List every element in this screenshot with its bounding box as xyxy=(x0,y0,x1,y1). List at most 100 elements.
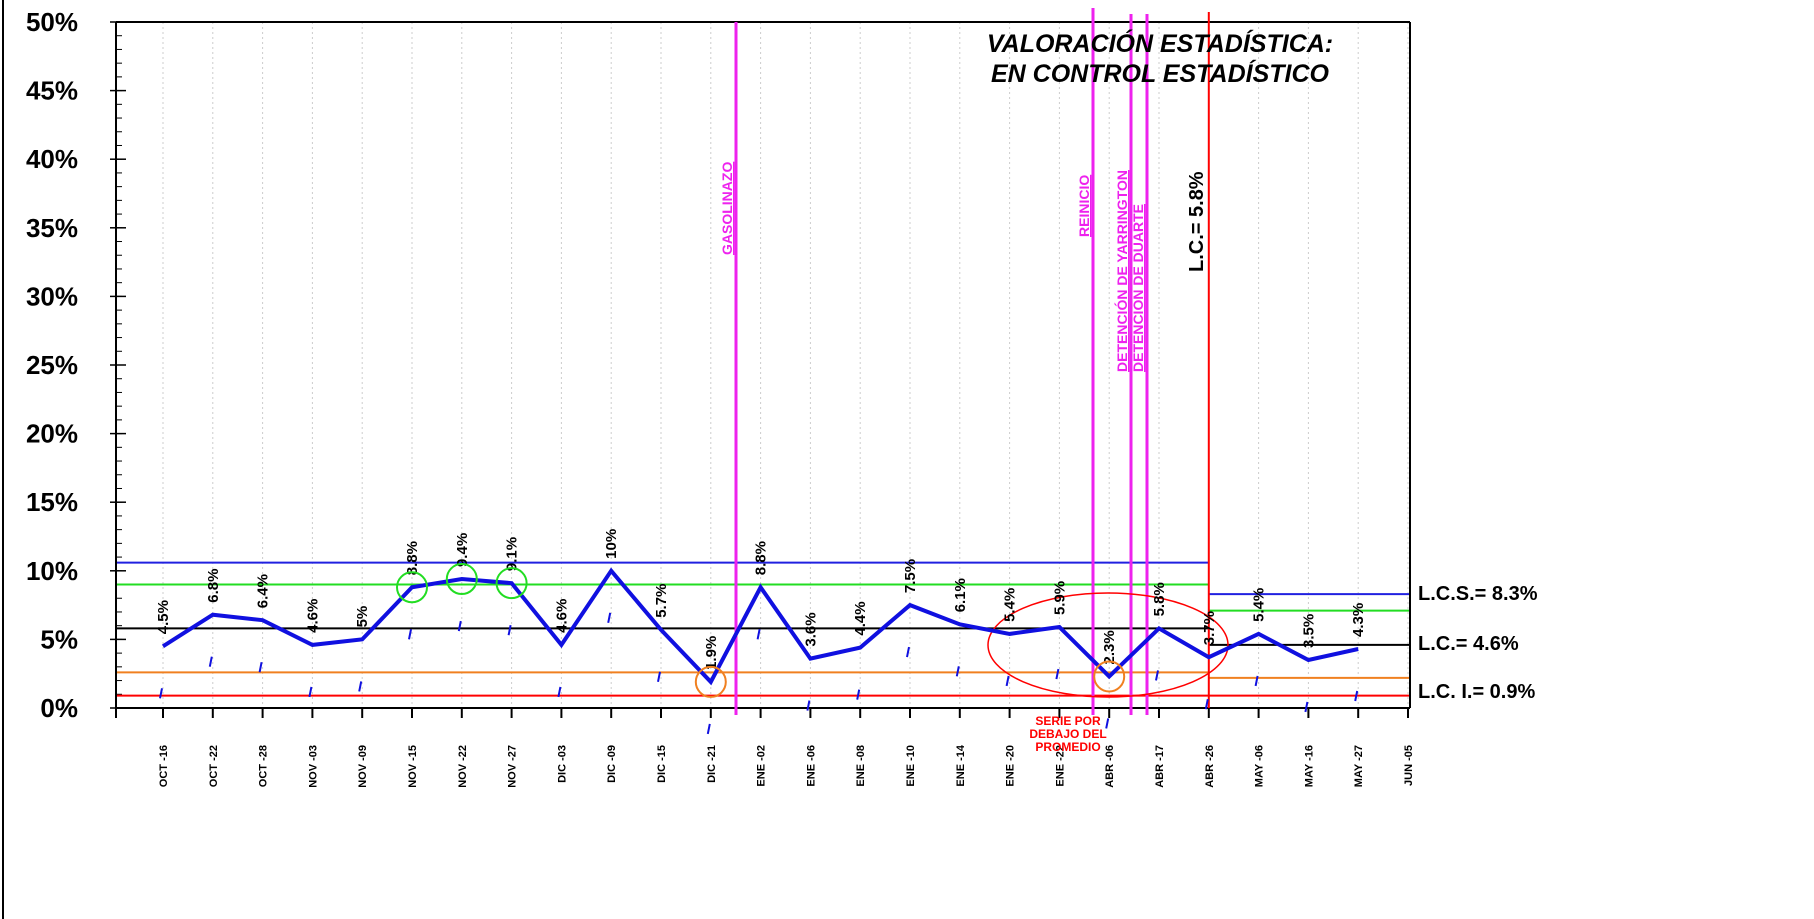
data-label: 5.7% xyxy=(653,584,670,618)
x-tick-label: ENE -22 xyxy=(1054,745,1066,787)
limit-label: L.C.= 4.6% xyxy=(1418,633,1519,655)
data-label: 6.1% xyxy=(952,578,969,612)
data-label: 3.5% xyxy=(1300,614,1317,648)
y-tick-label: 0% xyxy=(40,693,78,723)
data-label: 5.4% xyxy=(1002,588,1019,622)
y-tick-label: 20% xyxy=(26,419,78,449)
point-marker xyxy=(1005,675,1010,687)
point-marker xyxy=(358,681,363,692)
highlight xyxy=(495,567,528,600)
x-tick-label: DIC -03 xyxy=(556,745,568,783)
point-marker xyxy=(258,661,263,673)
x-tick-label: MAY -16 xyxy=(1303,745,1315,787)
series-line xyxy=(161,567,1359,686)
point-marker xyxy=(1204,699,1209,710)
point-marker xyxy=(457,620,462,632)
data-label: 7.5% xyxy=(902,559,919,593)
point-marker xyxy=(507,624,512,636)
y-tick-label: 30% xyxy=(26,281,78,311)
y-tick-label: 15% xyxy=(26,487,78,517)
x-tick-label: OCT -28 xyxy=(258,745,270,787)
point-marker xyxy=(607,612,612,623)
point-marker xyxy=(806,700,811,711)
data-label: 2.3% xyxy=(1101,630,1118,664)
point-marker xyxy=(706,723,711,735)
y-tick-label: 35% xyxy=(26,213,78,243)
x-tick-label: DIC -21 xyxy=(706,745,718,783)
point-marker xyxy=(208,656,213,667)
data-label: 10% xyxy=(603,529,620,559)
data-label: 4.5% xyxy=(155,600,172,634)
point-marker xyxy=(1354,690,1359,702)
x-tick-label: ENE -02 xyxy=(756,745,768,787)
point-marker xyxy=(756,629,761,640)
data-label: 4.6% xyxy=(553,599,570,633)
x-tick-label: NOV -27 xyxy=(507,745,519,788)
x-tick-label: OCT -22 xyxy=(208,745,220,787)
x-tick-label: ENE -08 xyxy=(855,745,867,787)
data-label: 6.4% xyxy=(255,574,272,608)
data-label: 8.8% xyxy=(404,541,421,575)
highlight xyxy=(396,571,428,604)
y-tick-label: 10% xyxy=(26,556,78,586)
data-label: 5.4% xyxy=(1251,588,1268,622)
x-tick-label: DIC -09 xyxy=(606,745,618,783)
note-text: DEBAJO DEL xyxy=(1029,727,1106,741)
point-marker xyxy=(955,666,960,677)
x-tick-label: NOV -03 xyxy=(307,745,319,788)
point-marker xyxy=(1155,670,1159,681)
data-label: 8.8% xyxy=(753,541,770,575)
event-label: GASOLINAZO xyxy=(719,162,735,255)
y-tick-label: 50% xyxy=(26,7,78,37)
event-label: REINICIO xyxy=(1076,175,1092,237)
data-label: 5.8% xyxy=(1151,582,1168,616)
point-marker xyxy=(308,686,313,698)
x-tick-label: MAY -27 xyxy=(1353,745,1365,787)
data-label: 3.7% xyxy=(1201,611,1218,645)
data-label: 4.6% xyxy=(304,599,321,633)
x-tick-label: NOV -22 xyxy=(457,745,469,788)
point-marker xyxy=(1304,701,1309,713)
data-label: 1.9% xyxy=(703,636,720,670)
point-marker xyxy=(159,688,163,699)
x-tick-label: MAY -06 xyxy=(1254,745,1266,787)
data-label: 5.9% xyxy=(1051,581,1068,615)
y-tick-label: 45% xyxy=(26,76,78,106)
point-marker xyxy=(657,671,661,682)
data-label: 4.3% xyxy=(1350,603,1367,637)
data-label: 3.6% xyxy=(802,612,819,646)
x-tick-label: NOV -15 xyxy=(407,745,419,788)
point-marker xyxy=(906,646,910,658)
highlight xyxy=(445,563,478,596)
x-tick-label: ENE -06 xyxy=(805,745,817,787)
data-label: 6.8% xyxy=(205,569,222,603)
x-tick-label: ABR -26 xyxy=(1204,745,1216,788)
note-text: PROMEDIO xyxy=(1035,740,1100,754)
point-marker xyxy=(1105,718,1110,729)
point-marker xyxy=(408,629,412,640)
highlight xyxy=(1093,660,1126,693)
x-tick-label: NOV -09 xyxy=(357,745,369,788)
note-ellipse xyxy=(987,592,1229,698)
y-tick-label: 40% xyxy=(26,144,78,174)
point-marker xyxy=(1055,668,1060,680)
x-tick-label: OCT -16 xyxy=(158,745,170,787)
x-tick-label: ENE -20 xyxy=(1005,745,1017,787)
event-label: DETENCION DE DUARTE xyxy=(1130,204,1146,372)
data-label: 5% xyxy=(354,606,371,628)
data-label: 4.4% xyxy=(852,601,869,635)
data-label: 9.4% xyxy=(454,533,471,567)
note-text: SERIE POR xyxy=(1035,714,1101,728)
x-tick-label: ABR -17 xyxy=(1154,745,1166,788)
y-tick-label: 25% xyxy=(26,350,78,380)
x-tick-label: JUN -05 xyxy=(1403,745,1415,786)
limit-label: L.C.= 5.8% xyxy=(1186,171,1208,272)
data-label: 9.1% xyxy=(504,537,521,571)
event-label: DETENCIÓN DE YARRINGTON xyxy=(1113,170,1130,372)
point-marker xyxy=(557,686,562,698)
x-tick-label: ABR -06 xyxy=(1104,745,1116,788)
highlight xyxy=(694,665,727,698)
x-tick-label: DIC -15 xyxy=(656,745,668,783)
chart-title: VALORACIÓN ESTADÍSTICA: xyxy=(987,29,1333,58)
